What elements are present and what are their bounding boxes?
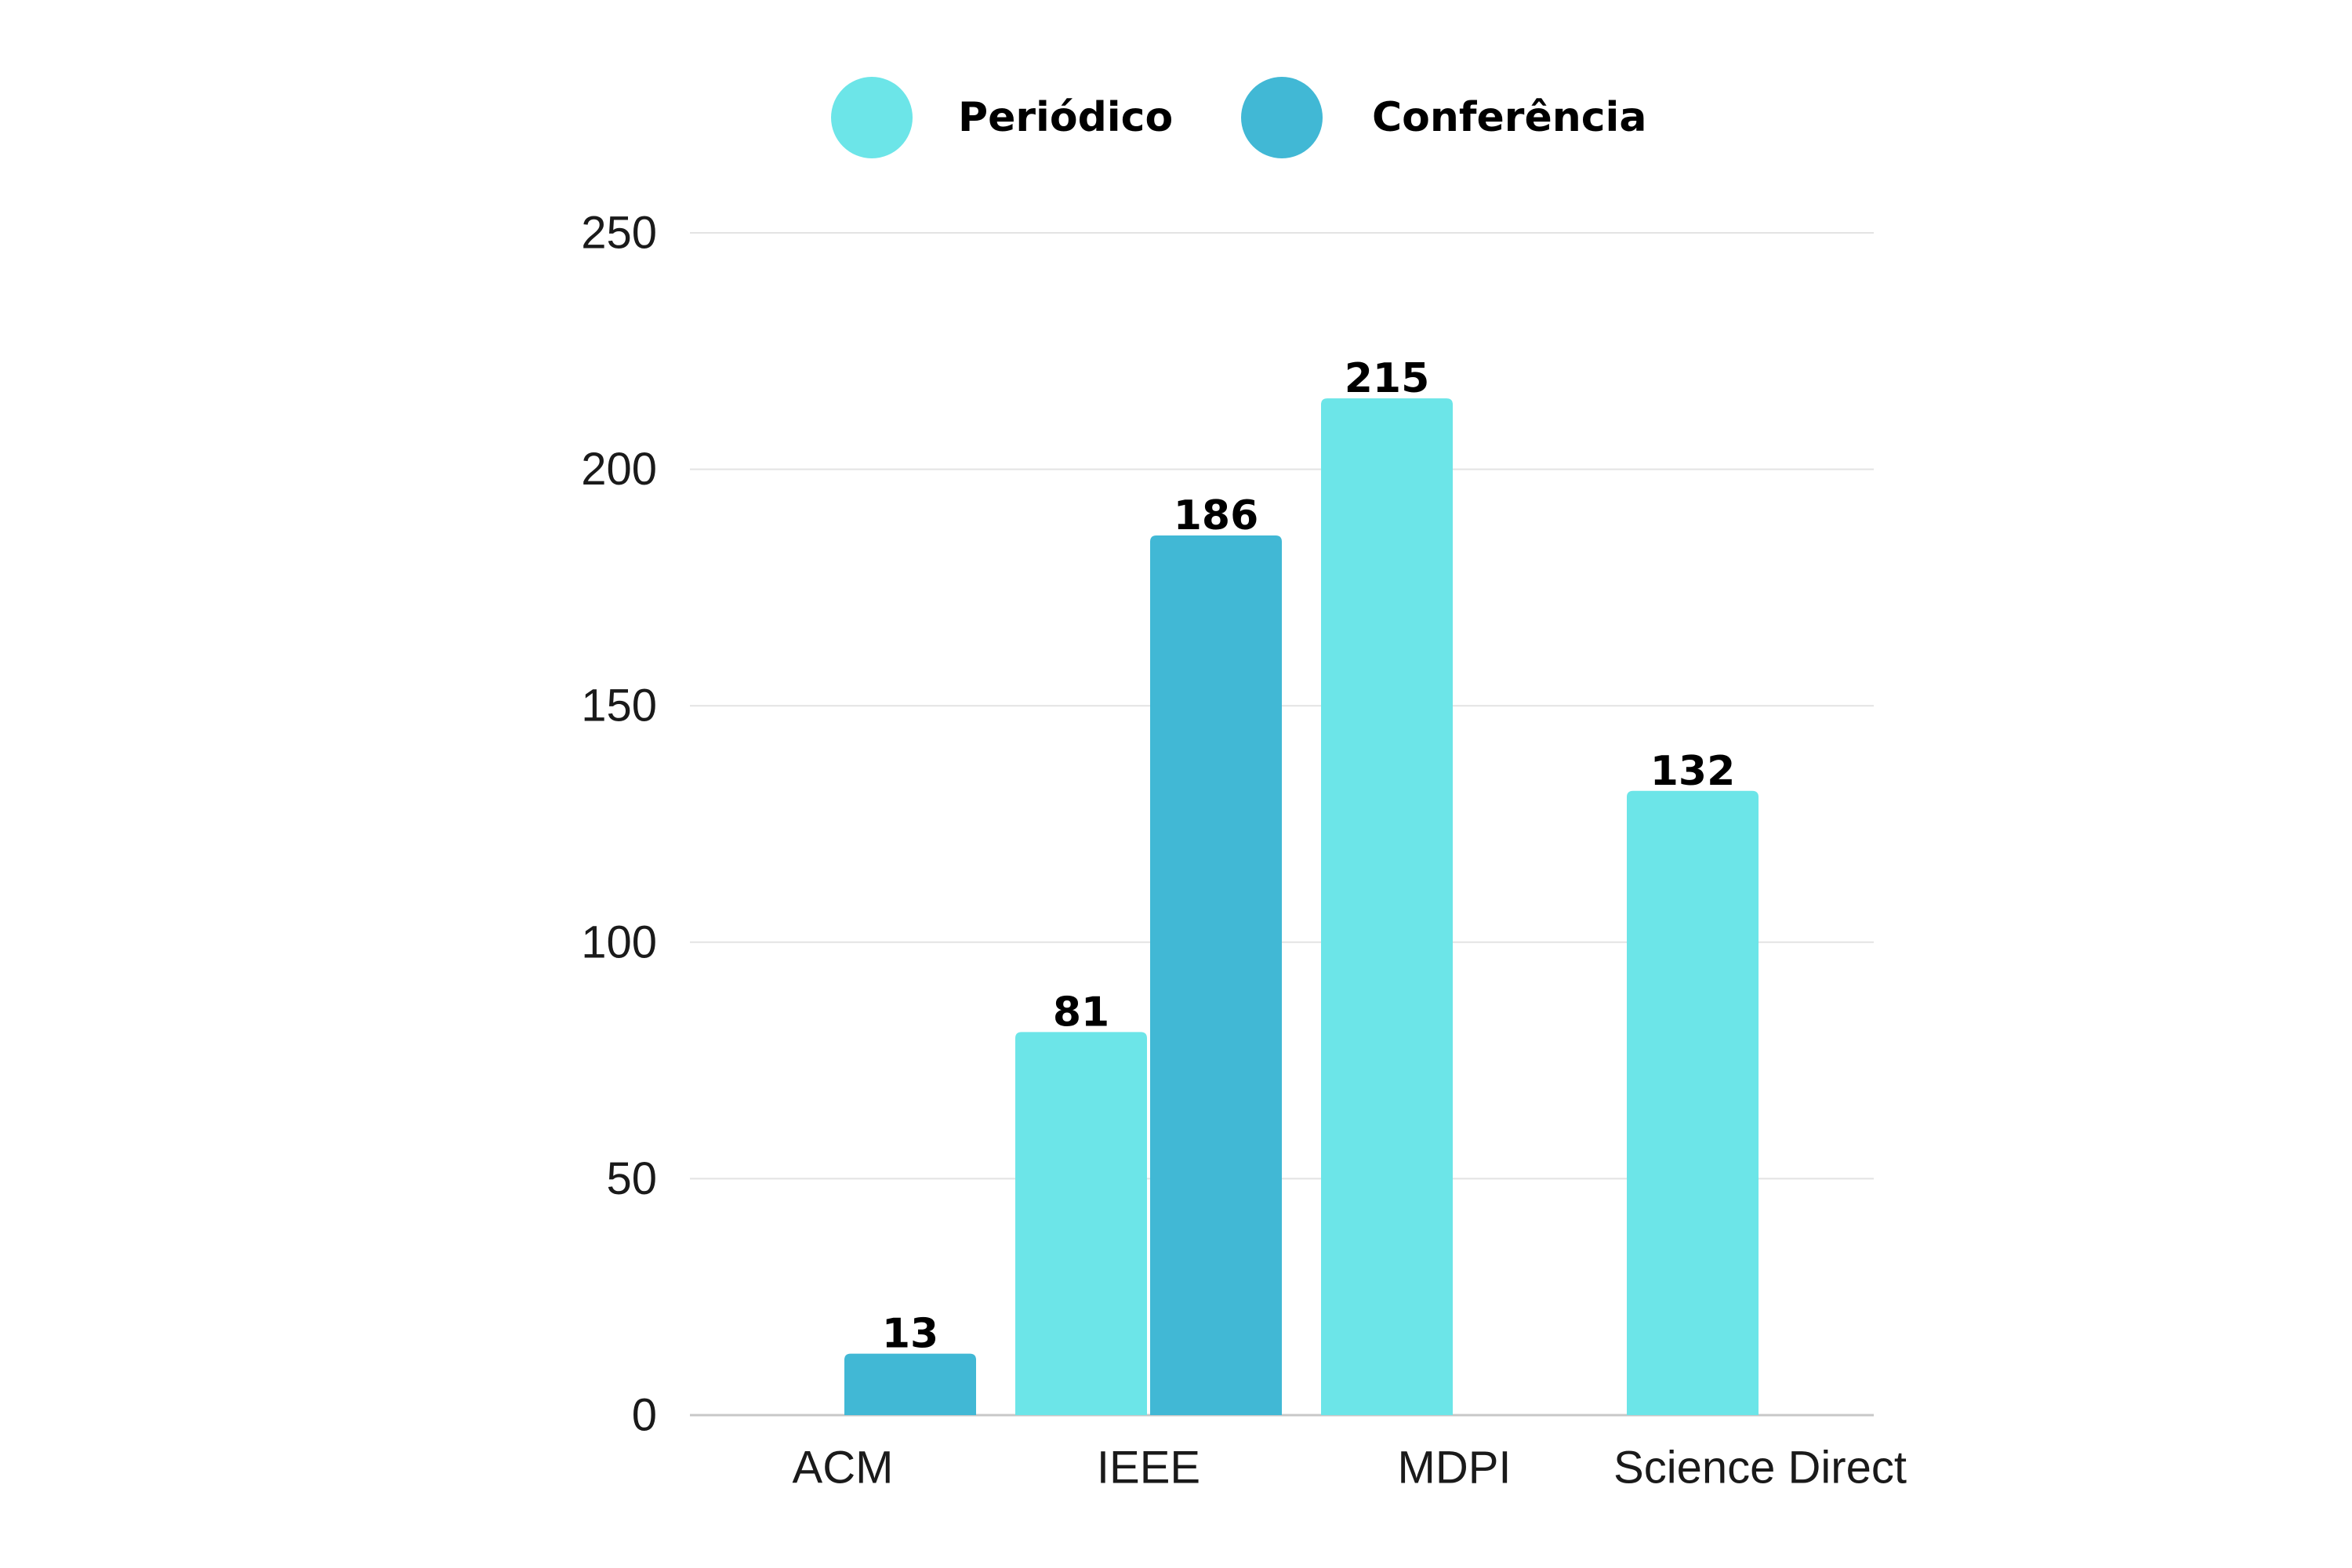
x-tick-label-1: IEEE	[1097, 1443, 1200, 1494]
bars: 13 81 186 215 132	[844, 355, 1759, 1415]
legend-label-0: Periódico	[958, 94, 1173, 141]
y-tick-label-5: 250	[581, 208, 657, 259]
data-label-2-0: 215	[1345, 355, 1430, 402]
x-tick-label-3: Science Direct	[1613, 1443, 1907, 1494]
data-label-3-0: 132	[1650, 748, 1736, 795]
y-tick-label-4: 200	[581, 444, 657, 495]
y-tick-label-0: 0	[632, 1390, 657, 1441]
bar-mdpi-0	[1321, 398, 1453, 1415]
legend: Periódico Conferência	[831, 77, 1646, 158]
y-tick-label-2: 100	[581, 916, 657, 967]
bar-acm-1	[844, 1353, 976, 1415]
legend-swatch-0	[831, 77, 913, 158]
x-tick-label-0: ACM	[793, 1443, 894, 1494]
bar-ieee-0	[1015, 1032, 1147, 1415]
data-label-0-1: 13	[882, 1311, 938, 1358]
x-tick-label-2: MDPI	[1398, 1443, 1512, 1494]
data-label-1-0: 81	[1053, 989, 1109, 1036]
y-axis: 0 50 100 150 200 250	[581, 208, 657, 1441]
bar-ieee-1	[1150, 535, 1282, 1415]
x-axis: ACM IEEE MDPI Science Direct	[793, 1443, 1907, 1494]
y-tick-label-1: 50	[606, 1153, 657, 1204]
legend-swatch-1	[1241, 77, 1323, 158]
y-tick-label-3: 150	[581, 681, 657, 731]
data-label-1-1: 186	[1174, 492, 1259, 539]
bar-science-direct-0	[1627, 790, 1759, 1415]
legend-label-1: Conferência	[1372, 94, 1646, 141]
